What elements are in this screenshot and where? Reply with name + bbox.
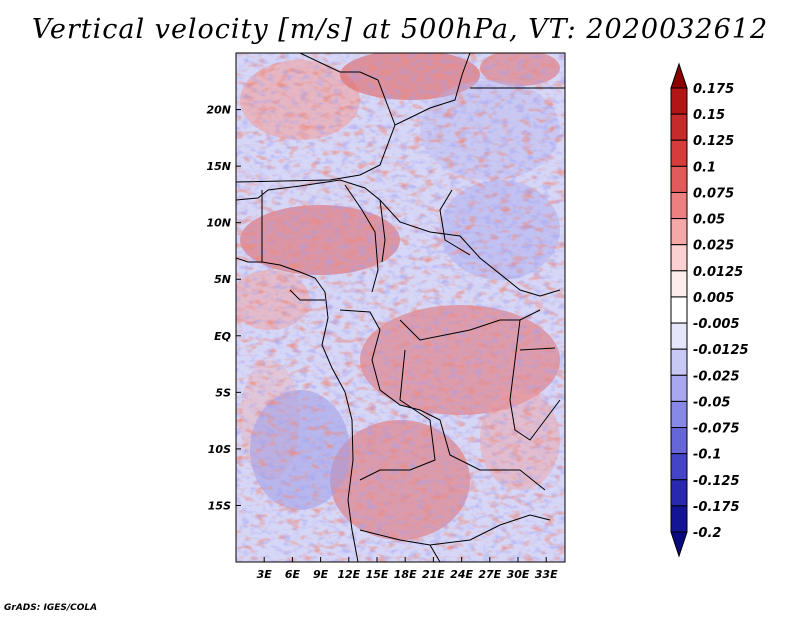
colorbar-swatch: [670, 139, 688, 167]
lon-tick-label: 27E: [478, 568, 501, 581]
lat-tick-label: 5N: [214, 273, 231, 286]
colorbar-label: 0.025: [693, 239, 734, 254]
vertical-velocity-field: [236, 53, 565, 562]
lat-tick-label: 15S: [208, 499, 231, 512]
lat-tick-label: EQ: [214, 330, 231, 343]
colorbar-label: 0.15: [693, 108, 725, 123]
lon-tick-label: 21E: [422, 568, 445, 581]
colorbar-swatch: [670, 165, 688, 193]
colorbar-label: 0.0125: [693, 265, 743, 280]
colorbar-swatch: [670, 374, 688, 402]
lat-tick-label: 5S: [215, 386, 231, 399]
lon-tick-label: 3E: [257, 568, 273, 581]
colorbar-swatch: [670, 453, 688, 481]
colorbar-label: -0.075: [693, 422, 740, 437]
colorbar-label: -0.025: [693, 369, 740, 384]
lon-tick-label: 6E: [285, 568, 301, 581]
colorbar-label: -0.05: [693, 395, 730, 410]
colorbar-swatch: [670, 244, 688, 272]
lat-tick-label: 10S: [208, 443, 231, 456]
colorbar-swatch: [670, 505, 688, 533]
lon-tick-label: 15E: [366, 568, 389, 581]
page-title: Vertical velocity [m/s] at 500hPa, VT: 2…: [31, 14, 769, 45]
colorbar-swatch: [670, 218, 688, 246]
colorbar-label: -0.005: [693, 317, 740, 332]
colorbar-label: -0.125: [693, 474, 740, 489]
colorbar-label: -0.2: [693, 526, 721, 541]
colorbar-label: -0.175: [693, 500, 740, 515]
colorbar-label: 0.005: [693, 291, 734, 306]
lon-tick-label: 30E: [507, 568, 530, 581]
colorbar-label: 0.125: [693, 134, 734, 149]
colorbar: 0.175 0.15 0.125 0.1 0.075 0.05 0.025 0.0125 0.0…: [670, 62, 749, 558]
colorbar-label: 0.1: [693, 160, 716, 175]
colorbar-swatch: [670, 427, 688, 455]
colorbar-label: 0.05: [693, 213, 725, 228]
lat-tick-label: 15N: [206, 160, 231, 173]
lon-tick-label: 12E: [337, 568, 360, 581]
colorbar-top-arrow: [670, 62, 688, 89]
lon-tick-label: 33E: [535, 568, 558, 581]
longitude-axis: 3E 6E 9E 12E 15E 18E 21E 24E 27E 30E 33E: [257, 557, 558, 581]
colorbar-swatch: [670, 322, 688, 350]
colorbar-swatch: [670, 479, 688, 507]
colorbar-swatch: [670, 191, 688, 220]
colorbar-label: 0.175: [693, 82, 734, 97]
colorbar-label: -0.0125: [693, 343, 749, 358]
colorbar-swatch: [670, 270, 688, 298]
colorbar-swatch: [670, 400, 688, 429]
country-borders: [236, 53, 565, 562]
colorbar-label: 0.075: [693, 186, 734, 201]
lon-tick-label: 9E: [313, 568, 329, 581]
colorbar-label: -0.1: [693, 448, 721, 463]
colorbar-swatch: [670, 296, 688, 324]
lat-tick-label: 20N: [206, 104, 231, 117]
credit-text: GrADS: IGES/COLA: [4, 603, 98, 613]
lon-tick-label: 24E: [450, 568, 473, 581]
colorbar-bottom-arrow: [670, 531, 688, 558]
map-frame: [235, 52, 566, 563]
colorbar-swatch: [670, 348, 688, 376]
colorbar-swatch: [670, 113, 688, 141]
colorbar-swatch: [670, 87, 688, 115]
lon-tick-label: 18E: [394, 568, 417, 581]
lat-tick-label: 10N: [206, 217, 231, 230]
latitude-axis: 20N 15N 10N 5N EQ 5S 10S 15S: [206, 104, 241, 512]
